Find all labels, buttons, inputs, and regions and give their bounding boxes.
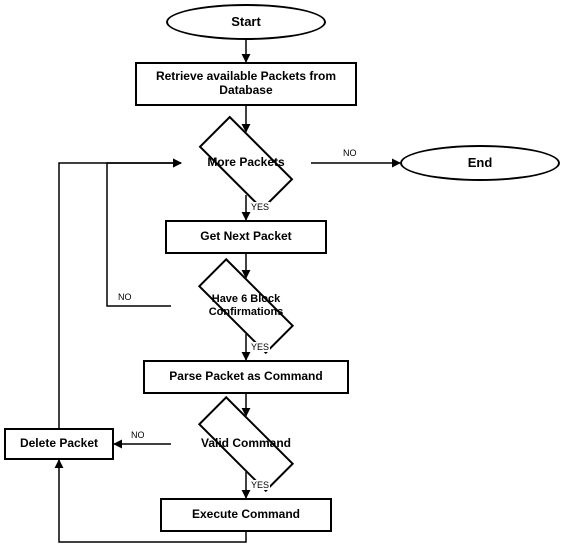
edge-label: YES	[250, 342, 270, 352]
process-get-next: Get Next Packet	[165, 220, 327, 254]
edge-label: YES	[250, 480, 270, 490]
delete-label: Delete Packet	[20, 437, 98, 451]
edge-label: YES	[250, 202, 270, 212]
edge-label: NO	[130, 430, 146, 440]
start-label: Start	[231, 15, 261, 30]
process-execute-command: Execute Command	[160, 498, 332, 532]
decision-more-packets: More Packets	[181, 130, 311, 196]
process-delete-packet: Delete Packet	[4, 428, 114, 460]
edge-label: NO	[117, 292, 133, 302]
valid-label: Valid Command	[201, 437, 291, 451]
decision-valid-command: Valid Command	[171, 414, 321, 474]
end-label: End	[468, 156, 493, 171]
terminal-end: End	[400, 145, 560, 181]
parse-label: Parse Packet as Command	[169, 370, 322, 384]
retrieve-label: Retrieve available Packets fromDatabase	[156, 70, 336, 98]
confirm-label: Have 6 BlockConfirmations	[209, 293, 284, 318]
more-label: More Packets	[207, 156, 284, 170]
flowchart-canvas: Start Retrieve available Packets fromDat…	[0, 0, 577, 551]
execute-label: Execute Command	[192, 508, 300, 522]
getnext-label: Get Next Packet	[200, 230, 291, 244]
process-retrieve: Retrieve available Packets fromDatabase	[135, 62, 357, 106]
process-parse: Parse Packet as Command	[143, 360, 349, 394]
edge-label: NO	[342, 148, 358, 158]
terminal-start: Start	[166, 4, 326, 40]
decision-confirmations: Have 6 BlockConfirmations	[171, 276, 321, 336]
